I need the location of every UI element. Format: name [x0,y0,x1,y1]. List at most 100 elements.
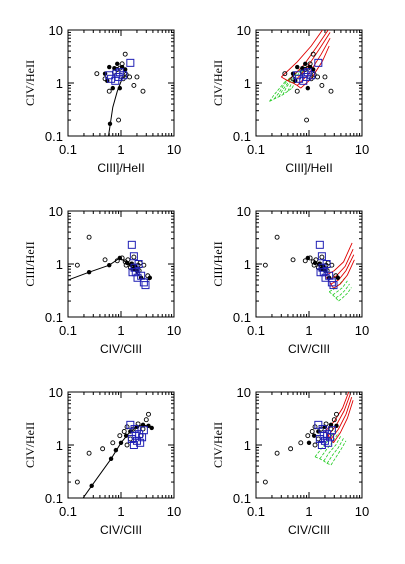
red-model-line [287,30,329,82]
square-point [318,263,327,272]
square-point [327,426,336,435]
square-point [139,426,148,435]
open-circle-point [86,234,92,240]
panel-4: 0.1 1 10 0.1 1 10 CIV/CIII CIII/HeII [211,204,369,356]
filled-circle-point [328,422,334,428]
data-layer [68,234,153,290]
square-point [307,71,316,80]
filled-circle-point [295,64,300,70]
filled-circle-point [335,275,341,280]
open-circle-point [312,442,318,448]
square-point [130,425,139,434]
open-circle-point [328,88,334,94]
y-tick-label: 1 [244,438,251,453]
open-circle-point [117,433,123,439]
x-tick-label: 0.1 [59,504,77,519]
square-point [317,252,326,261]
filled-circle-point [122,67,128,72]
x-tick-label: 1 [117,504,124,519]
x-tick-label: 0.1 [59,142,77,157]
green-model-line [273,78,290,100]
open-circle-point [290,257,296,263]
square-point [130,263,139,272]
open-circle-point [127,74,133,80]
filled-circle-point [303,61,308,67]
green-model-line [326,437,344,464]
open-circle-point [310,51,316,57]
open-circle-point [116,117,122,123]
green-model-line [332,280,348,296]
filled-circle-point [310,67,316,72]
filled-circle-point [113,447,119,453]
open-circle-point [100,446,106,452]
square-point [114,72,123,81]
y-tick-label: 10 [49,23,63,38]
filled-circle-point [123,433,129,438]
filled-circle-point [147,275,153,280]
open-circle-point [131,82,137,88]
filled-circle-point [306,440,312,446]
x-tick-label: 10 [167,142,181,157]
red-model-line [280,30,323,78]
open-circle-point [143,417,149,423]
filled-circle-point [305,255,311,261]
red-model-line [327,394,351,436]
filled-circle-point [117,255,123,261]
x-tick-label: 10 [355,323,369,338]
open-circle-point [121,429,127,434]
open-circle-point [124,442,130,448]
x-tick-label: 10 [167,323,181,338]
open-circle-point [110,440,116,446]
square-point [315,240,324,249]
x-tick-label: 1 [117,142,124,157]
open-circle-point [262,479,268,485]
y-axis-label: CIV/HeII [211,422,225,468]
x-tick-label: 1 [117,323,124,338]
y-tick-label: 0.1 [233,129,251,144]
square-point [302,72,311,81]
red-model-line [333,400,354,444]
open-circle-point [315,436,321,442]
x-axis-label: CIV/CIII [288,523,330,537]
square-point [119,71,128,80]
y-axis-label: CIV/HeII [23,422,37,468]
y-tick-label: 0.1 [233,491,251,506]
filled-circle-point [107,121,113,126]
square-point [314,58,323,67]
trend-line [108,73,128,136]
square-point [318,425,327,434]
x-tick-label: 0.1 [247,504,265,519]
x-axis-label: CIII]/HeII [97,161,144,175]
open-circle-point [311,71,317,77]
filled-circle-point [110,85,115,91]
open-circle-point [282,71,288,77]
y-tick-label: 0.1 [45,129,63,144]
y-tick-label: 0.1 [45,491,63,506]
y-tick-label: 10 [237,385,251,400]
x-tick-label: 1 [305,504,312,519]
open-circle-point [127,436,133,442]
x-axis-label: CIV/CIII [288,342,330,356]
y-tick-label: 1 [244,257,251,272]
panel-2: 0.1 1 10 0.1 1 10 CIII]/HeII CIV/HeII [211,23,369,175]
filled-circle-point [305,85,311,91]
filled-circle-point [119,64,125,70]
x-tick-label: 10 [355,504,369,519]
open-circle-point [319,254,325,260]
square-point [314,420,323,429]
open-circle-point [288,446,294,452]
open-circle-point [262,262,268,268]
y-axis-label: CIV/HeII [23,60,37,106]
filled-circle-point [107,262,112,268]
filled-circle-point [124,260,130,266]
square-point [129,252,138,261]
panel-6: 0.1 1 10 0.1 1 10 CIV/CIII CIV/HeII [211,385,369,537]
open-circle-point [106,88,112,94]
green-model-line [314,456,332,466]
open-circle-point [304,117,310,123]
open-circle-point [74,262,80,268]
square-point [329,281,338,290]
open-circle-point [315,74,321,80]
open-circle-point [102,257,108,263]
open-circle-point [334,411,339,417]
